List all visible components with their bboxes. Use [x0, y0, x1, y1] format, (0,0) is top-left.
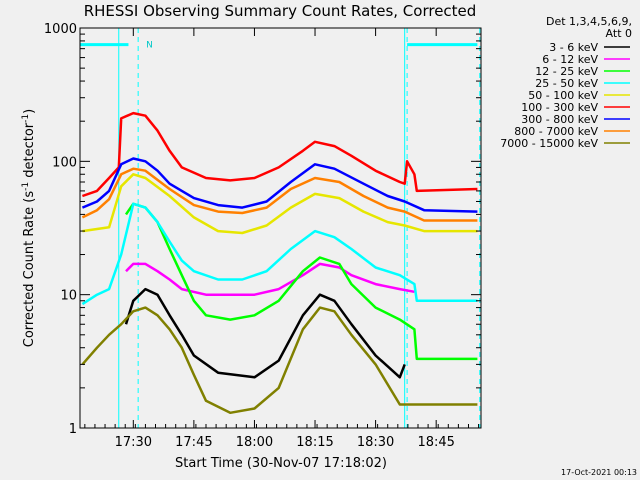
y-tick-label-3: 1000: [44, 22, 77, 37]
x-tick-label-2: 18:00: [236, 435, 273, 450]
y-tick-label-1: 10: [60, 289, 77, 304]
legend-label-7: 800 - 7000 keV: [514, 125, 598, 138]
chart-title: RHESSI Observing Summary Count Rates, Co…: [84, 2, 477, 20]
series-line-3-6-kev: [124, 287, 406, 379]
x-tick-label-5: 18:45: [417, 435, 454, 450]
legend-label-4: 50 - 100 keV: [528, 89, 598, 102]
series-line-25-50-kev: [81, 202, 478, 306]
series-line-100-300-kev: [81, 111, 478, 198]
series-line-800-7000-kev: [81, 167, 478, 222]
legend-label-8: 7000 - 15000 keV: [500, 137, 598, 150]
y-tick-label-0: 1: [69, 422, 77, 437]
annotation-0: N: [146, 41, 153, 51]
x-tick-label-4: 18:30: [357, 435, 394, 450]
legend-label-3: 25 - 50 keV: [535, 77, 598, 90]
y-tick-label-2: 100: [52, 155, 77, 170]
x-tick-label-0: 17:30: [115, 435, 152, 450]
series-line-7000-15000-kev: [81, 306, 478, 415]
legend-header-0: Det 1,3,4,5,6,9,: [546, 15, 632, 28]
series-line-12-25-kev: [124, 202, 478, 361]
legend-label-1: 6 - 12 keV: [542, 53, 598, 66]
legend-header-1: Att 0: [606, 27, 632, 40]
plot-area: N 17:30 17:45 18:00 18:15 18:30 18:45 1 10 100 100…: [44, 22, 482, 450]
y-axis-label: Corrected Count Rate (s-1 detector-1): [21, 109, 37, 347]
footer-date: 17-Oct-2021 00:13: [561, 468, 637, 477]
series-line-6-12-kev: [125, 262, 415, 296]
plot-frame: [79, 27, 482, 429]
series-line-50-100-kev: [82, 173, 478, 235]
x-axis-label: Start Time (30-Nov-07 17:18:02): [175, 456, 387, 471]
y-axis-label-sup1: -1: [21, 182, 31, 191]
legend-label-6: 300 - 800 keV: [521, 113, 598, 126]
legend-label-0: 3 - 6 keV: [549, 41, 598, 54]
x-tick-label-1: 17:45: [175, 435, 212, 450]
x-tick-label-3: 18:15: [296, 435, 333, 450]
series-line-300-800-kev: [81, 157, 478, 213]
y-axis-label-end: ): [22, 109, 37, 114]
y-axis-label-sup2: -1: [21, 114, 31, 123]
y-axis-label-main: Corrected Count Rate (s: [22, 191, 37, 348]
legend-label-5: 100 - 300 keV: [521, 101, 598, 114]
y-axis-label-mid: detector: [22, 122, 37, 182]
legend-label-2: 12 - 25 keV: [535, 65, 598, 78]
